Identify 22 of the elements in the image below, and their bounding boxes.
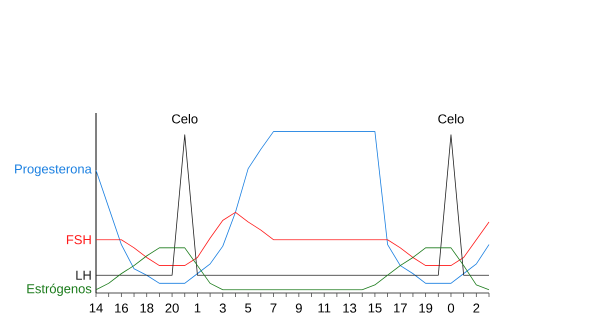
series-label: LH <box>76 270 91 280</box>
x-tick-label: 20 <box>166 304 179 313</box>
series-label: FSH <box>66 235 91 244</box>
x-tick-label: 13 <box>343 304 356 313</box>
x-tick-label: 7 <box>270 304 276 312</box>
x-tick-label: 17 <box>394 304 407 312</box>
x-tick-label: 14 <box>90 304 103 312</box>
x-tick-label: 16 <box>115 304 128 313</box>
series-label: Estrógenos <box>27 284 92 296</box>
text: Celo <box>172 114 198 124</box>
x-tick-label: 19 <box>419 304 432 313</box>
x-tick-label: 0 <box>448 304 454 313</box>
x-tick-label: 1 <box>194 304 200 312</box>
x-tick-label: 9 <box>296 304 302 313</box>
x-tick-label: 11 <box>318 304 330 312</box>
text: Celo <box>438 114 464 124</box>
x-tick-label: 3 <box>220 304 226 313</box>
x-tick-label: 2 <box>473 304 480 313</box>
x-tick-label: 15 <box>368 304 382 313</box>
series-label: Progesterona <box>15 164 92 176</box>
x-tick-label: 5 <box>245 304 252 313</box>
x-tick-label: 18 <box>140 304 154 313</box>
